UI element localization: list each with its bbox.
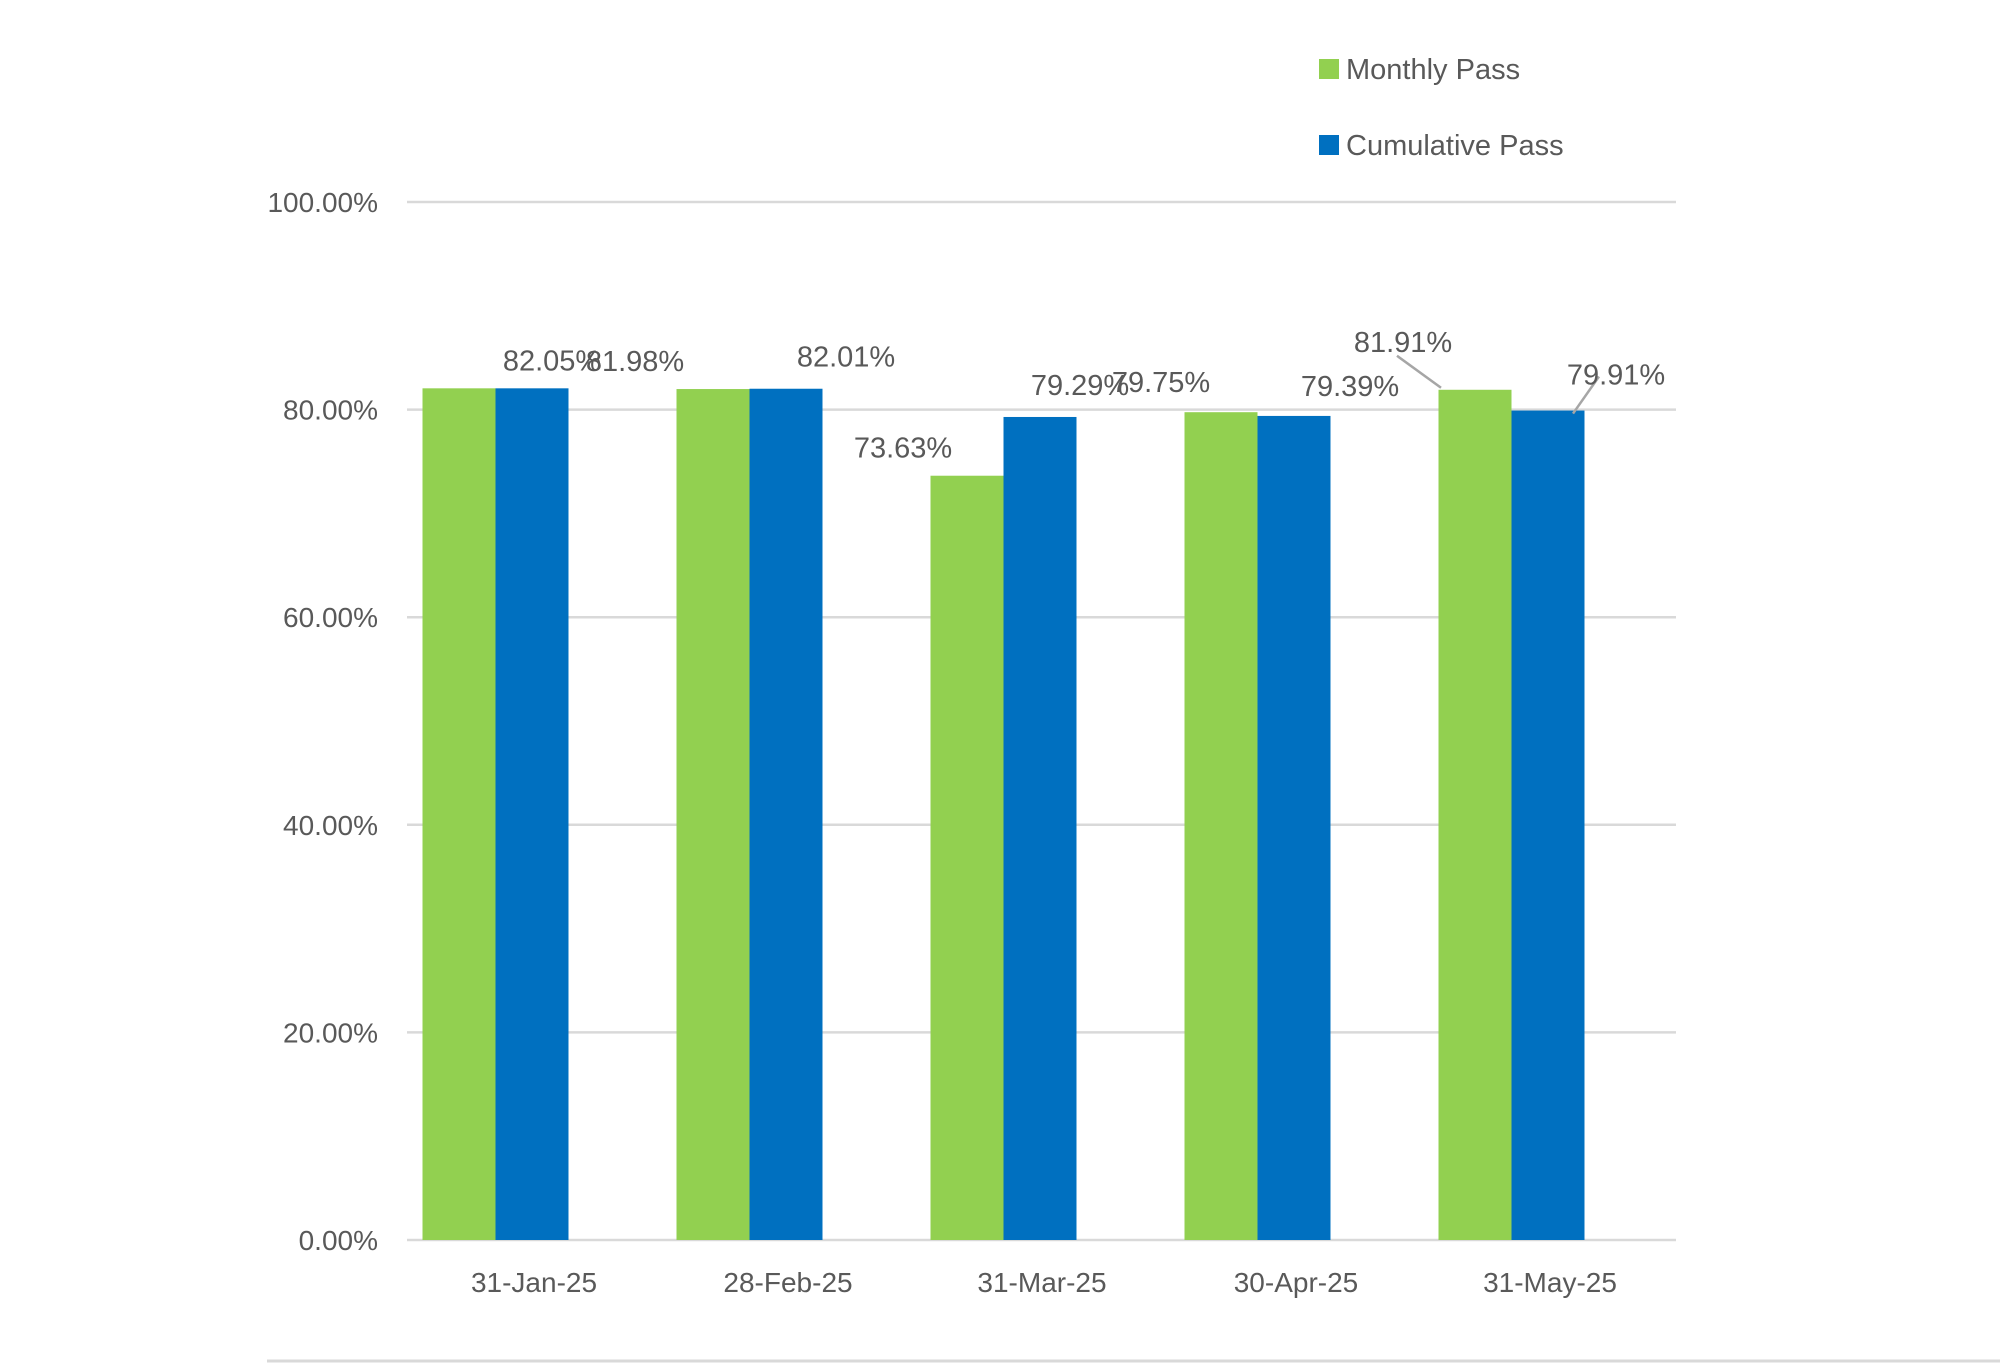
bar-monthly-pass [676,389,750,1240]
bar-cumulative-pass [495,388,569,1240]
y-tick-label: 0.00% [299,1225,378,1256]
bar-monthly-pass [1184,412,1258,1240]
legend-swatch [1319,135,1339,155]
data-label: 81.98% [586,346,684,378]
bar-cumulative-pass [1257,415,1331,1241]
data-label: 73.63% [854,433,952,465]
y-tick-label: 40.00% [283,810,378,841]
data-label: 82.01% [797,342,895,374]
bar-monthly-pass [1438,389,1512,1241]
bar-monthly-pass [930,475,1004,1241]
label-leader-lines [1396,354,1601,415]
x-tick-label: 31-May-25 [1483,1267,1617,1298]
data-label: 79.29% [1031,370,1129,402]
legend-label: Cumulative Pass [1346,130,1564,162]
legend-label: Monthly Pass [1346,54,1520,86]
leader-line [1571,375,1601,415]
x-tick-label: 30-Apr-25 [1234,1267,1359,1298]
x-tick-label: 31-Mar-25 [977,1267,1106,1298]
data-label: 82.05% [503,345,601,377]
bars [422,388,1585,1241]
y-tick-label: 20.00% [283,1017,378,1048]
bar-cumulative-pass [1003,416,1077,1240]
x-axis-tick-labels: 31-Jan-25 28-Feb-25 31-Mar-25 30-Apr-25 31-M… [471,1267,1617,1298]
y-axis-tick-labels: 0.00% 20.00% 40.00% 60.00% 80.00% 100.00% [267,187,378,1256]
legend: Monthly Pass Cumulative Pass [1319,54,1564,162]
y-tick-label: 100.00% [267,187,378,218]
bar-cumulative-pass [749,388,823,1240]
leader-line [1396,354,1442,389]
data-label: 79.39% [1301,371,1399,403]
data-label: 79.75% [1112,367,1210,399]
bar-cumulative-pass [1511,410,1585,1241]
bar-monthly-pass [422,388,496,1240]
x-tick-label: 28-Feb-25 [723,1267,852,1298]
data-labels: 82.05%81.98% 82.01% 73.63% 79.29%79.75% 79.3… [503,327,1665,465]
legend-swatch [1319,59,1339,79]
data-label: 79.91% [1567,360,1665,392]
y-tick-label: 60.00% [283,602,378,633]
data-label: 81.91% [1354,327,1452,359]
y-tick-label: 80.00% [283,395,378,426]
x-tick-label: 31-Jan-25 [471,1267,597,1298]
